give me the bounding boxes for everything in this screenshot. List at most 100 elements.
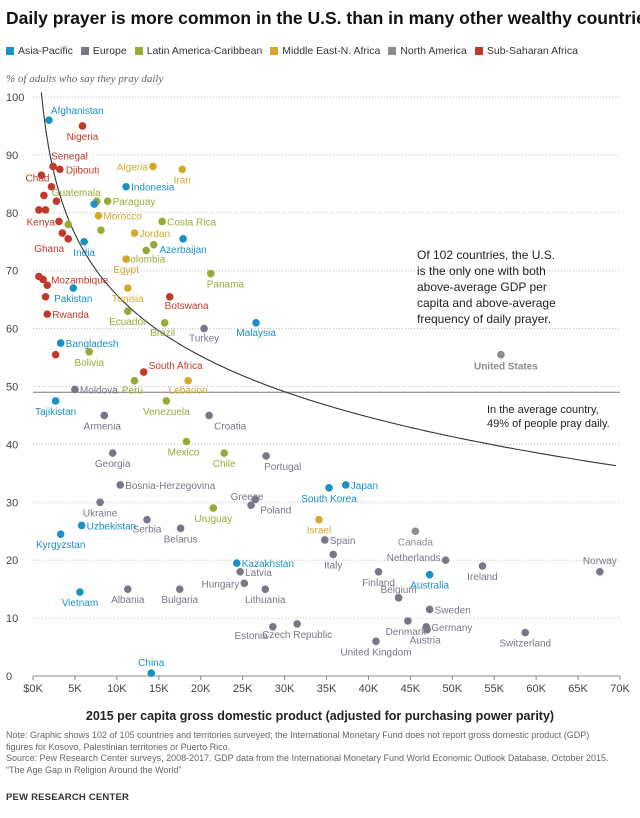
data-label: Rwanda [52,310,89,321]
legend-swatch [134,47,143,55]
x-tick-label: 10K [107,683,127,695]
data-point [123,585,132,593]
legend-item: Latin America-Caribbean [134,45,263,57]
legend-swatch [270,47,279,55]
legend-swatch [388,47,397,55]
data-label: Bangladesh [66,339,119,350]
data-point [182,437,191,446]
data-point [251,495,260,504]
data-point [315,515,323,524]
data-point [122,182,130,191]
data-label: Ghana [34,244,64,255]
x-tick-label: 20K [191,683,211,695]
data-label: Indonesia [131,183,175,194]
y-tick-label: 40 [6,439,18,451]
us-callout-text: frequency of daily prayer. [417,312,551,326]
data-point [122,255,130,263]
x-tick-label: 70K [610,683,630,695]
y-tick-label: 0 [6,671,12,683]
data-label: Tunisia [112,294,144,305]
data-label: Sweden [435,605,471,616]
data-point [56,165,64,174]
data-label: Germany [431,623,472,634]
data-label: South Africa [149,361,203,372]
data-point [58,229,67,237]
y-tick-label: 90 [6,150,18,162]
data-point [43,281,52,289]
x-tick-label: 60K [526,683,546,695]
data-label: Azerbaijan [159,245,206,256]
data-point [372,637,380,646]
data-point [139,368,148,376]
data-label: Ukraine [83,508,118,519]
data-label: Costa Rica [167,217,216,228]
data-label: Brazil [150,328,175,339]
data-point [162,397,171,405]
data-point [69,284,78,292]
data-point [209,504,218,512]
data-point [45,116,53,124]
data-point [425,570,434,579]
x-tick-label: 15K [149,683,169,695]
data-point [41,206,50,214]
chart-legend: Asia-Pacific Europe Latin America-Caribbea… [6,45,586,57]
x-tick-label: 30K [275,683,295,695]
legend-label: Sub-Saharan Africa [486,45,578,57]
average-callout-text: 49% of people pray daily. [487,418,610,430]
data-point [108,449,117,457]
data-point [149,240,158,249]
x-tick-label: 55K [484,683,504,695]
data-point [147,669,156,677]
data-point [149,162,157,171]
data-label: Afghanistan [51,106,104,117]
data-point [100,411,109,420]
data-label: Egypt [113,265,139,276]
x-tick-label: 50K [442,683,462,695]
data-point [205,411,213,420]
chart-title: Daily prayer is more common in the U.S. … [6,8,640,28]
data-point [497,350,505,359]
data-label: Canada [398,537,433,548]
data-point [236,567,244,576]
x-axis-label: 2015 per capita gross domestic product (… [86,709,554,723]
source-line: Source: Pew Research Center surveys, 200… [6,753,609,763]
x-tick-label: 40K [359,683,379,695]
data-label: Algeria [117,162,149,173]
data-label: United States [474,362,538,373]
data-point [240,579,249,588]
legend-label: Asia-Pacific [18,45,73,57]
data-point [179,235,187,243]
data-point [423,625,431,634]
chart-notes: Note: Graphic shows 102 of 105 countries… [6,730,632,776]
data-point [94,211,103,220]
data-label: Finland [362,578,395,589]
data-label: Senegal [51,151,88,162]
note-line: figures for Kosovo, Palestinian territor… [6,741,231,752]
data-point [521,628,530,637]
data-label: Paraguay [113,197,156,208]
data-label: Ecuador [109,317,147,328]
data-label: Czech Republic [262,630,332,641]
data-label: Albania [111,595,145,606]
data-point [232,559,241,567]
data-point [596,567,604,576]
data-point [175,585,184,593]
data-point [220,449,228,457]
data-point [329,550,338,559]
data-label: China [138,658,165,669]
data-point [97,226,105,234]
us-callout-text: is the only one with both [417,264,546,278]
data-point [71,385,79,394]
data-point [96,498,104,507]
data-point [85,347,93,356]
data-point [261,585,270,593]
data-label: Estonia [234,631,268,642]
data-label: Jordan [139,229,170,240]
data-label: Turkey [189,334,219,345]
data-point [269,622,277,631]
legend-label: Latin America-Caribbean [146,45,263,57]
x-tick-label: 25K [233,683,253,695]
data-label: Iran [174,175,191,186]
data-label: Chad [26,174,50,185]
y-tick-label: 100 [6,92,24,104]
